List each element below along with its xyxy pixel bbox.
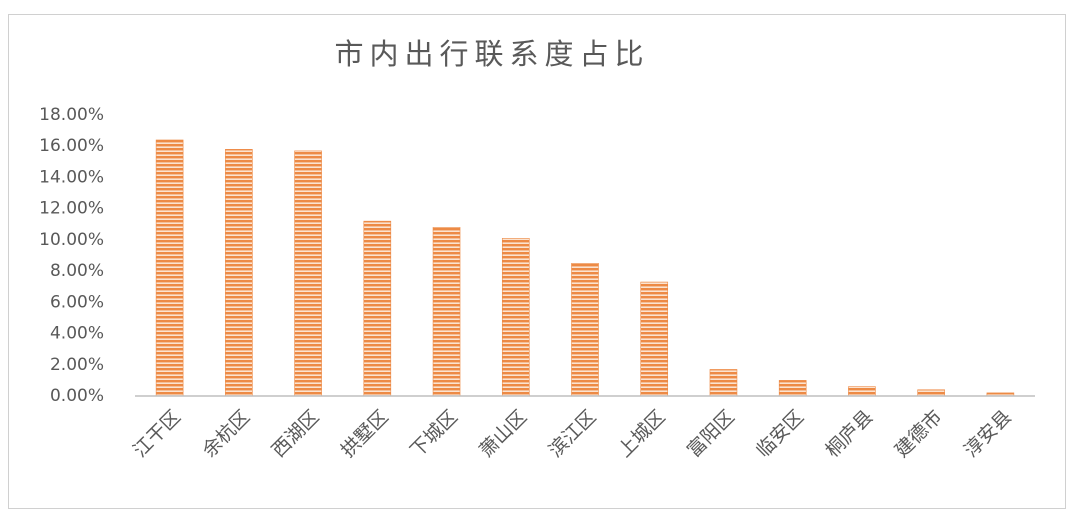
bar: [640, 281, 669, 397]
y-tick-label: 12.00%: [39, 199, 104, 219]
bar: [917, 389, 945, 397]
bar: [848, 386, 876, 397]
bar: [571, 263, 599, 397]
chart-frame: [8, 14, 1066, 509]
y-tick-label: 8.00%: [50, 261, 104, 281]
bar: [155, 139, 184, 397]
bar: [501, 238, 530, 397]
bar: [709, 369, 738, 397]
bar: [294, 150, 322, 397]
chart-title: 市内出行联系度占比: [334, 37, 649, 71]
bar: [778, 380, 807, 397]
bar: [432, 227, 461, 397]
y-tick-label: 18.00%: [39, 105, 104, 125]
y-tick-label: 10.00%: [39, 230, 104, 250]
y-tick-label: 2.00%: [50, 355, 104, 375]
bar: [363, 220, 392, 397]
y-tick-label: 14.00%: [39, 167, 104, 187]
y-tick-label: 0.00%: [50, 386, 104, 406]
bar: [225, 149, 253, 397]
y-tick-label: 16.00%: [39, 136, 104, 156]
y-tick-label: 6.00%: [50, 292, 104, 312]
y-tick-label: 4.00%: [50, 324, 104, 344]
